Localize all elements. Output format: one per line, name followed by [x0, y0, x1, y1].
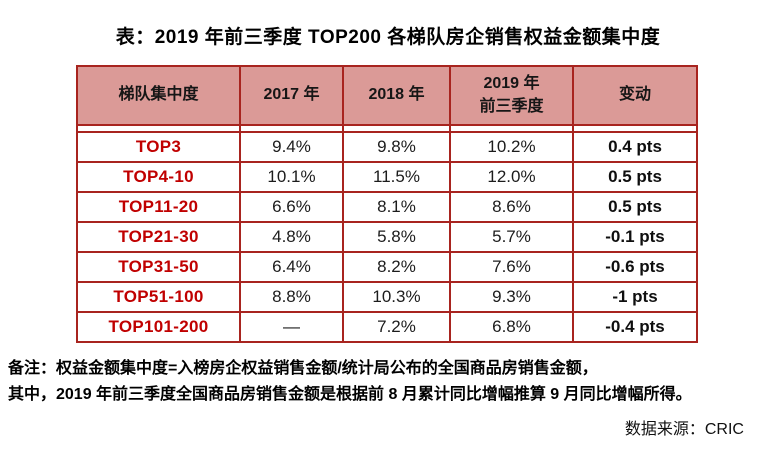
value-change: 0.5 pts [572, 191, 698, 223]
value-2018: 9.8% [342, 131, 451, 163]
table-row: TOP21-30 4.8% 5.8% 5.7% -0.1 pts [76, 221, 698, 253]
concentration-table: 梯队集中度 2017 年 2018 年 2019 年 前三季度 变动 TOP3 … [76, 65, 698, 343]
table-row: TOP101-200 — 7.2% 6.8% -0.4 pts [76, 311, 698, 343]
value-change: 0.5 pts [572, 161, 698, 193]
table-row: TOP11-20 6.6% 8.1% 8.6% 0.5 pts [76, 191, 698, 223]
tier-label: TOP21-30 [76, 221, 241, 253]
value-2019q3: 5.7% [449, 221, 574, 253]
value-2018: 5.8% [342, 221, 451, 253]
col-header-change: 变动 [572, 65, 698, 126]
value-change: -0.6 pts [572, 251, 698, 283]
header-row: 梯队集中度 2017 年 2018 年 2019 年 前三季度 变动 [76, 65, 698, 126]
col-header-2019q3-line2: 前三季度 [479, 97, 544, 115]
value-2018: 7.2% [342, 311, 451, 343]
col-header-2019q3-line1: 2019 年 [483, 75, 540, 93]
value-2019q3: 9.3% [449, 281, 574, 313]
value-2019q3: 6.8% [449, 311, 574, 343]
col-header-2019q3: 2019 年 前三季度 [449, 65, 574, 126]
table-row: TOP51-100 8.8% 10.3% 9.3% -1 pts [76, 281, 698, 313]
value-2017: 6.4% [239, 251, 344, 283]
footnotes: 备注：权益金额集中度=入榜房企权益销售金额/统计局公布的全国商品房销售金额， 其… [8, 356, 770, 408]
value-2017: 8.8% [239, 281, 344, 313]
value-2017: 9.4% [239, 131, 344, 163]
value-2017: 10.1% [239, 161, 344, 193]
table-body: TOP3 9.4% 9.8% 10.2% 0.4 pts TOP4-10 10.… [76, 124, 698, 343]
value-2017: 4.8% [239, 221, 344, 253]
value-2019q3: 10.2% [449, 131, 574, 163]
tier-label: TOP3 [76, 131, 241, 163]
value-change: -0.1 pts [572, 221, 698, 253]
header-body-separator-row [76, 124, 698, 133]
table-header: 梯队集中度 2017 年 2018 年 2019 年 前三季度 变动 [76, 65, 698, 126]
tier-label: TOP51-100 [76, 281, 241, 313]
value-2019q3: 12.0% [449, 161, 574, 193]
value-change: 0.4 pts [572, 131, 698, 163]
table-row: TOP4-10 10.1% 11.5% 12.0% 0.5 pts [76, 161, 698, 193]
table-row: TOP31-50 6.4% 8.2% 7.6% -0.6 pts [76, 251, 698, 283]
value-change: -0.4 pts [572, 311, 698, 343]
table-row: TOP3 9.4% 9.8% 10.2% 0.4 pts [76, 131, 698, 163]
footnote-line2: 其中，2019 年前三季度全国商品房销售金额是根据前 8 月累计同比增幅推算 9… [8, 386, 692, 403]
value-2018: 8.2% [342, 251, 451, 283]
figure-title: 表：2019 年前三季度 TOP200 各梯队房企销售权益金额集中度 [115, 27, 661, 48]
col-header-2017: 2017 年 [239, 65, 344, 126]
data-source: 数据来源：CRIC [624, 421, 744, 438]
col-header-tier: 梯队集中度 [76, 65, 241, 126]
value-2018: 10.3% [342, 281, 451, 313]
value-change: -1 pts [572, 281, 698, 313]
value-2018: 11.5% [342, 161, 451, 193]
tier-label: TOP11-20 [76, 191, 241, 223]
value-2019q3: 7.6% [449, 251, 574, 283]
tier-label: TOP101-200 [76, 311, 241, 343]
footnote-line1: 备注：权益金额集中度=入榜房企权益销售金额/统计局公布的全国商品房销售金额， [8, 360, 598, 377]
value-2019q3: 8.6% [449, 191, 574, 223]
tier-label: TOP31-50 [76, 251, 241, 283]
value-2017: — [239, 311, 344, 343]
value-2017: 6.6% [239, 191, 344, 223]
tier-label: TOP4-10 [76, 161, 241, 193]
col-header-2018: 2018 年 [342, 65, 451, 126]
value-2018: 8.1% [342, 191, 451, 223]
